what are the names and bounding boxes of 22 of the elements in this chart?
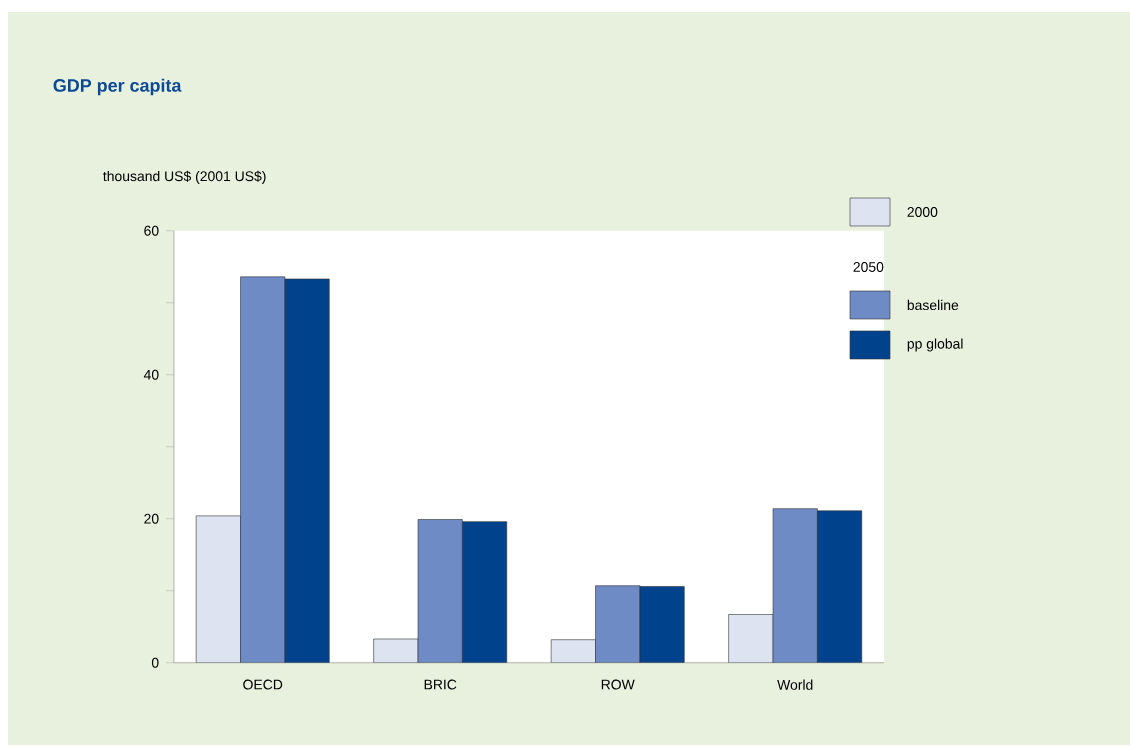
- bar: [728, 614, 774, 663]
- x-tick-label: World: [777, 679, 813, 690]
- legend-label: 2000: [907, 207, 938, 217]
- x-tick-label: OECD: [243, 679, 283, 690]
- bar: [817, 510, 863, 663]
- chart-title: GDP per capita: [53, 78, 182, 96]
- bar: [284, 278, 330, 663]
- legend-title: 2050: [853, 262, 884, 272]
- bar: [550, 639, 596, 663]
- y-tick-label: 20: [144, 513, 159, 524]
- y-axis-title: thousand US$ (2001 US$): [103, 170, 266, 184]
- x-tick-label: ROW: [601, 679, 635, 690]
- legend-label: pp global: [907, 338, 963, 352]
- x-tick-label: BRIC: [424, 679, 457, 690]
- bar: [373, 638, 419, 663]
- bar: [195, 515, 241, 663]
- y-tick-label: 40: [143, 369, 159, 380]
- bar: [639, 586, 685, 663]
- legend-label: baseline: [907, 299, 959, 311]
- y-tick-label: 0: [151, 657, 159, 668]
- y-tick-label: 60: [144, 225, 159, 236]
- bar: [462, 521, 508, 663]
